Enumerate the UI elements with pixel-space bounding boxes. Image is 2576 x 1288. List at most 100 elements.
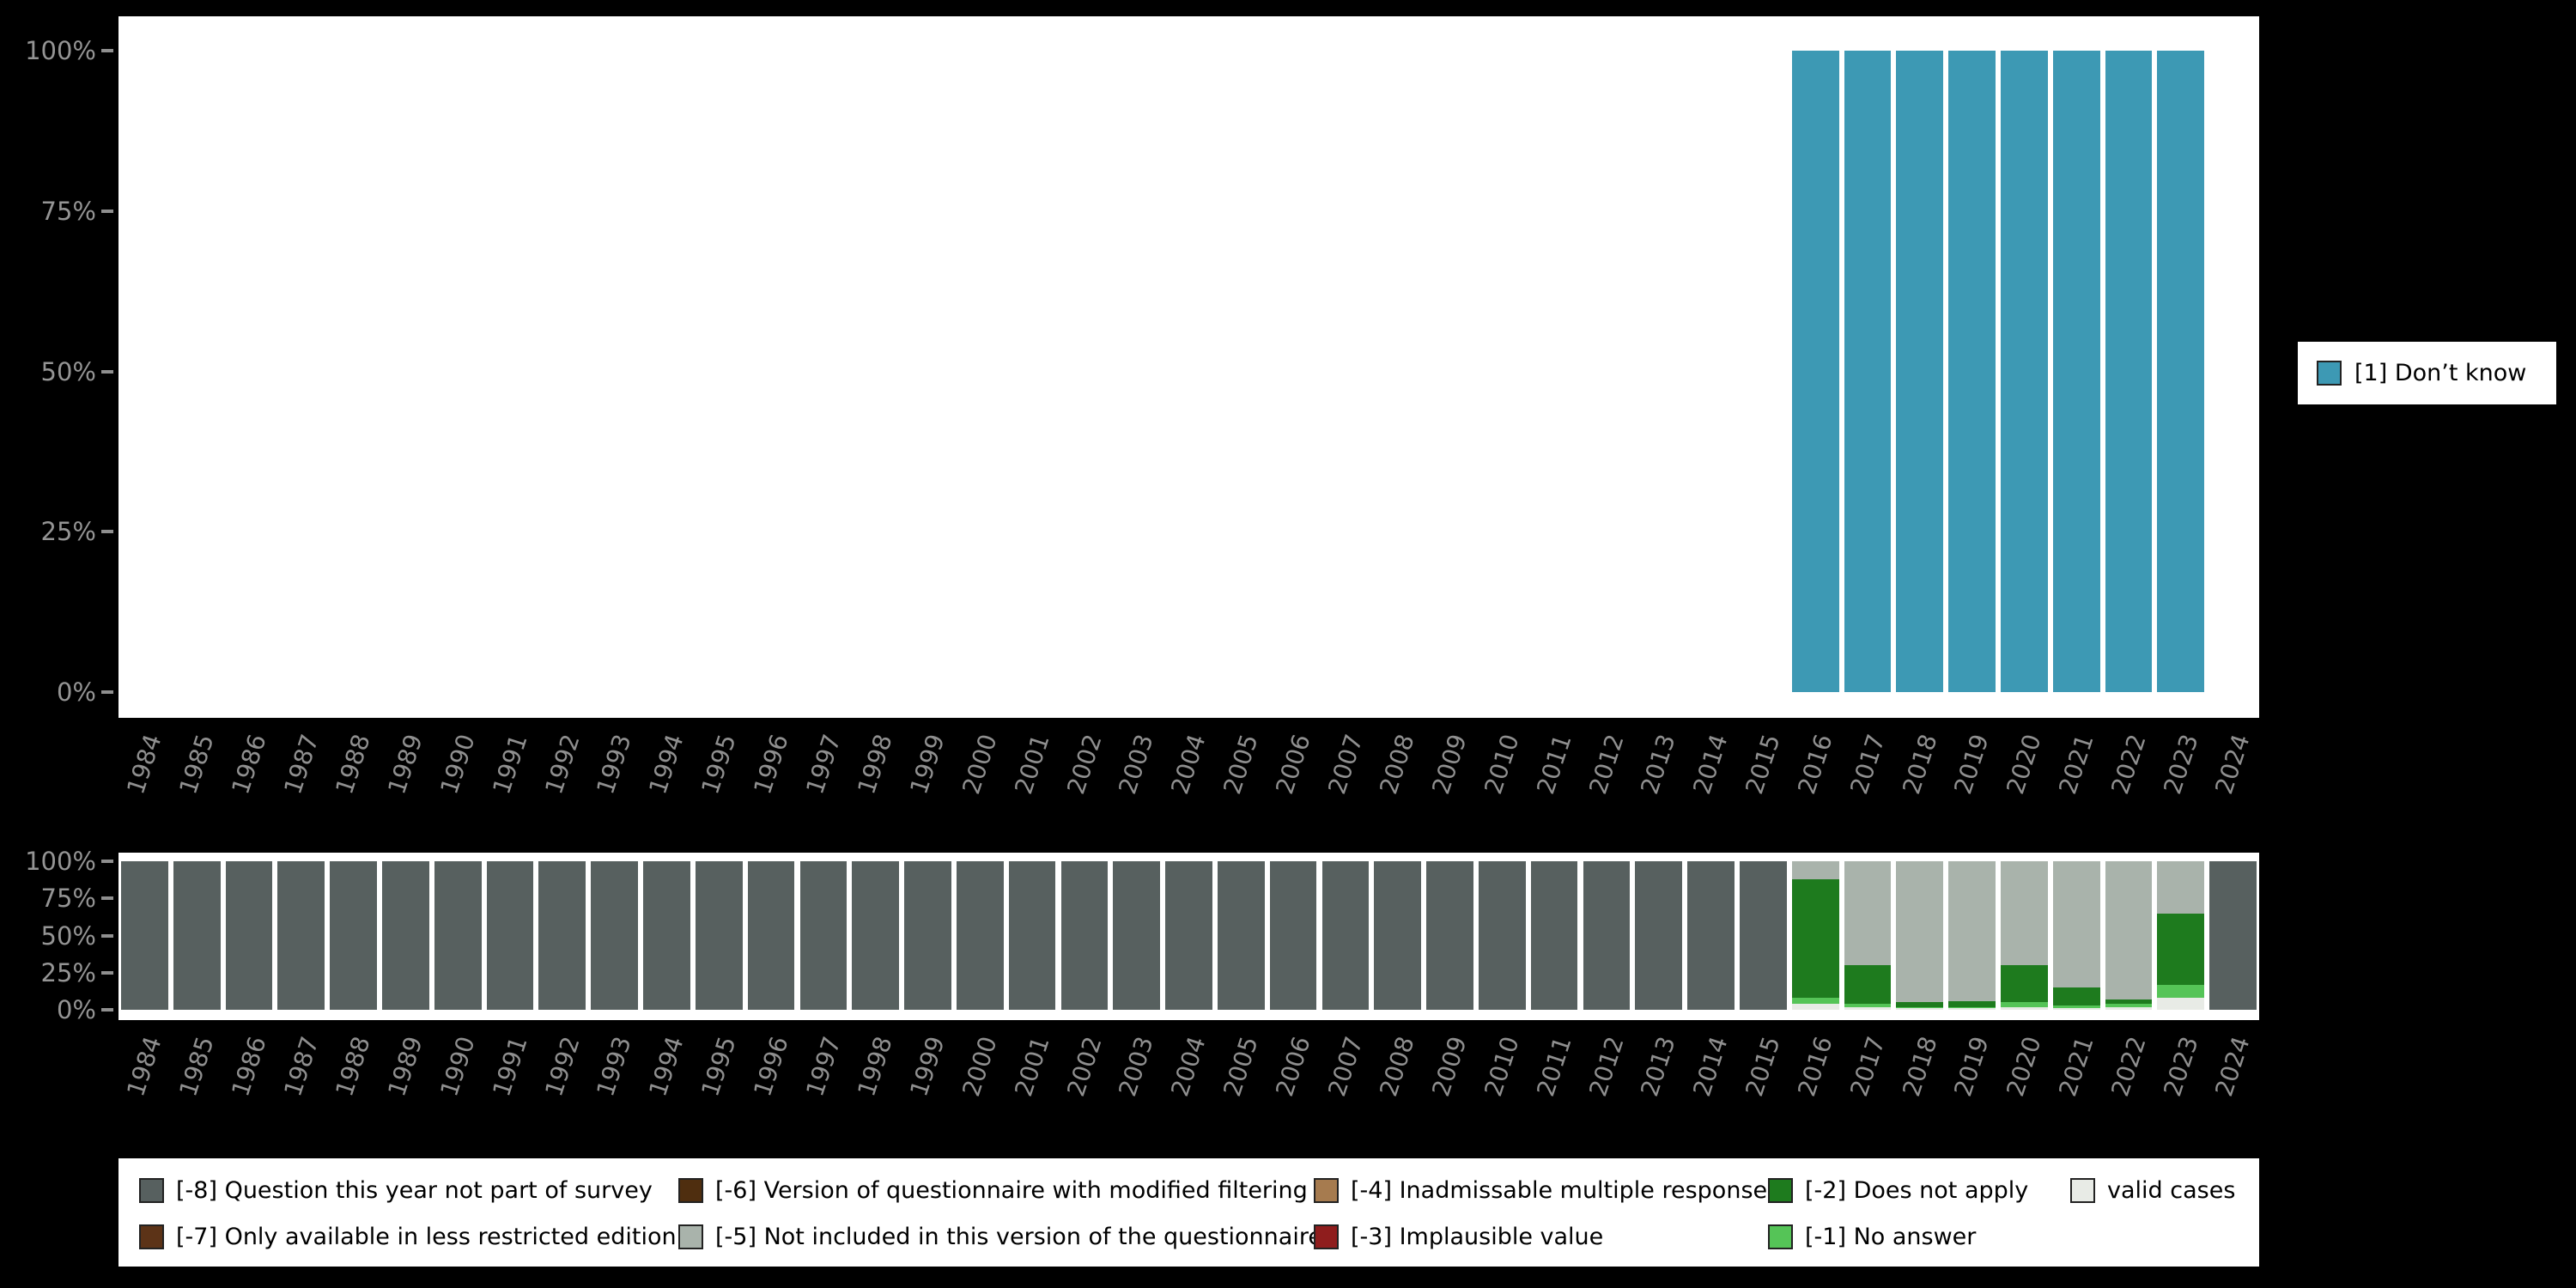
x-axis-year-label: 1995 xyxy=(696,731,742,798)
x-axis-year-label: 2012 xyxy=(1583,1033,1630,1100)
y-axis-tick-label: 100% xyxy=(25,847,96,876)
bar-segment-2020 xyxy=(2001,1002,2048,1007)
x-axis-year-label: 2019 xyxy=(1948,1033,1995,1100)
bar-segment-2022 xyxy=(2105,999,2153,1005)
right-legend: [1] Don’t know xyxy=(2298,342,2556,404)
legend-item: [-3] Implausible value xyxy=(1314,1217,1603,1256)
x-axis-year-label: 1999 xyxy=(904,1033,951,1100)
legend-swatch xyxy=(1314,1177,1339,1203)
y-axis-tick-mark xyxy=(101,690,113,694)
legend-swatch xyxy=(139,1224,164,1249)
bar-segment-2001 xyxy=(1008,861,1056,1010)
legend-swatch-dont-know xyxy=(2317,361,2342,386)
x-axis-year-label: 1997 xyxy=(799,731,847,798)
bar-segment-2017 xyxy=(1844,51,1892,692)
bar-segment-1992 xyxy=(538,861,586,1010)
bar-segment-2014 xyxy=(1687,861,1735,1010)
x-axis-year-label: 1998 xyxy=(852,731,899,798)
x-axis-year-label: 2005 xyxy=(1218,1033,1264,1100)
x-axis-year-label: 2008 xyxy=(1374,731,1421,798)
bar-segment-2000 xyxy=(956,861,1004,1010)
legend-swatch xyxy=(139,1177,164,1203)
bar-segment-2016 xyxy=(1791,998,1839,1005)
bar-segment-2019 xyxy=(1948,1008,1996,1010)
x-axis-year-label: 2012 xyxy=(1583,731,1630,798)
bar-segment-2019 xyxy=(1948,1000,1996,1007)
bar-segment-2021 xyxy=(2052,987,2100,1005)
x-axis-year-label: 1993 xyxy=(591,1033,638,1100)
bar-segment-2023 xyxy=(2157,861,2205,914)
bar-segment-2019 xyxy=(1948,51,1996,692)
x-axis-year-label: 2014 xyxy=(1687,1033,1734,1100)
x-axis-year-label: 1990 xyxy=(434,731,481,798)
bar-segment-1990 xyxy=(434,861,482,1010)
x-axis-year-label: 2006 xyxy=(1270,1033,1316,1100)
x-axis-year-label: 2022 xyxy=(2105,1033,2152,1100)
x-axis-year-label: 1989 xyxy=(382,731,428,798)
bar-segment-1991 xyxy=(486,861,534,1010)
x-axis-year-label: 2017 xyxy=(1844,731,1891,798)
bar-segment-2016 xyxy=(1791,878,1839,999)
x-axis-year-label: 2020 xyxy=(2001,1033,2047,1100)
x-axis-year-label: 2011 xyxy=(1531,731,1577,798)
y-axis-tick-mark xyxy=(101,1008,113,1012)
bar-segment-2003 xyxy=(1113,861,1161,1010)
bar-segment-2017 xyxy=(1844,1006,1892,1010)
y-axis-tick-label: 75% xyxy=(40,196,96,226)
y-axis-tick-mark xyxy=(101,530,113,534)
bar-segment-2021 xyxy=(2052,1005,2100,1009)
x-axis-year-label: 2002 xyxy=(1060,731,1108,798)
x-axis-year-label: 2019 xyxy=(1948,731,1995,798)
x-axis-year-label: 2015 xyxy=(1740,1033,1786,1100)
legend-label: [-4] Inadmissable multiple response xyxy=(1351,1176,1768,1204)
x-axis-year-label: 1986 xyxy=(225,1033,272,1100)
bar-segment-1993 xyxy=(591,861,638,1010)
bar-segment-1997 xyxy=(799,861,848,1010)
y-axis-tick-mark xyxy=(101,970,113,975)
x-axis-year-label: 1986 xyxy=(225,731,272,798)
x-axis-year-label: 2018 xyxy=(1896,1033,1943,1100)
x-axis-year-label: 1985 xyxy=(173,1033,220,1100)
x-axis-year-label: 1995 xyxy=(696,1033,742,1100)
x-axis-year-label: 2016 xyxy=(1792,1033,1838,1100)
legend-label-dont-know: [1] Don’t know xyxy=(2354,360,2527,386)
x-axis-year-label: 2007 xyxy=(1321,1033,1369,1100)
bar-segment-2015 xyxy=(1739,861,1787,1010)
bar-segment-2022 xyxy=(2105,861,2153,999)
bar-segment-2004 xyxy=(1165,861,1212,1010)
x-axis-year-label: 2013 xyxy=(1635,731,1682,798)
x-axis-year-label: 1988 xyxy=(330,1033,376,1100)
x-axis-year-label: 2010 xyxy=(1479,1033,1525,1100)
bar-segment-2023 xyxy=(2157,913,2205,985)
x-axis-year-label: 2014 xyxy=(1687,731,1734,798)
x-axis-year-label: 1988 xyxy=(330,731,376,798)
y-axis-tick-label: 0% xyxy=(56,677,96,707)
bar-segment-2021 xyxy=(2052,861,2100,988)
x-axis-year-label: 2001 xyxy=(1009,1033,1055,1100)
legend-label: [-7] Only available in less restricted e… xyxy=(176,1223,677,1250)
bar-segment-2002 xyxy=(1060,861,1109,1010)
bar-segment-1998 xyxy=(852,861,900,1010)
x-axis-year-label: 1989 xyxy=(382,1033,428,1100)
x-axis-year-label: 2018 xyxy=(1896,731,1943,798)
x-axis-year-label: 1987 xyxy=(277,731,325,798)
x-axis-year-label: 2015 xyxy=(1740,731,1786,798)
x-axis-year-label: 2010 xyxy=(1479,731,1525,798)
bar-segment-2021 xyxy=(2052,51,2100,692)
x-axis-year-label: 2013 xyxy=(1635,1033,1682,1100)
legend-label: [-3] Implausible value xyxy=(1351,1223,1604,1250)
bar-segment-2017 xyxy=(1844,1004,1892,1007)
bar-segment-2008 xyxy=(1374,861,1422,1010)
bar-segment-2023 xyxy=(2157,51,2205,692)
x-axis-year-label: 1998 xyxy=(852,1033,899,1100)
legend-label: [-8] Question this year not part of surv… xyxy=(176,1176,653,1204)
bar-segment-2022 xyxy=(2105,51,2153,692)
bar-segment-1995 xyxy=(695,861,743,1010)
bar-segment-2016 xyxy=(1791,51,1839,692)
x-axis-year-label: 1990 xyxy=(434,1033,481,1100)
x-axis-year-label: 2021 xyxy=(2053,1033,2099,1100)
x-axis-year-label: 1994 xyxy=(643,1033,690,1100)
x-axis-year-label: 2024 xyxy=(2209,731,2256,798)
x-axis-year-label: 1987 xyxy=(277,1033,325,1100)
